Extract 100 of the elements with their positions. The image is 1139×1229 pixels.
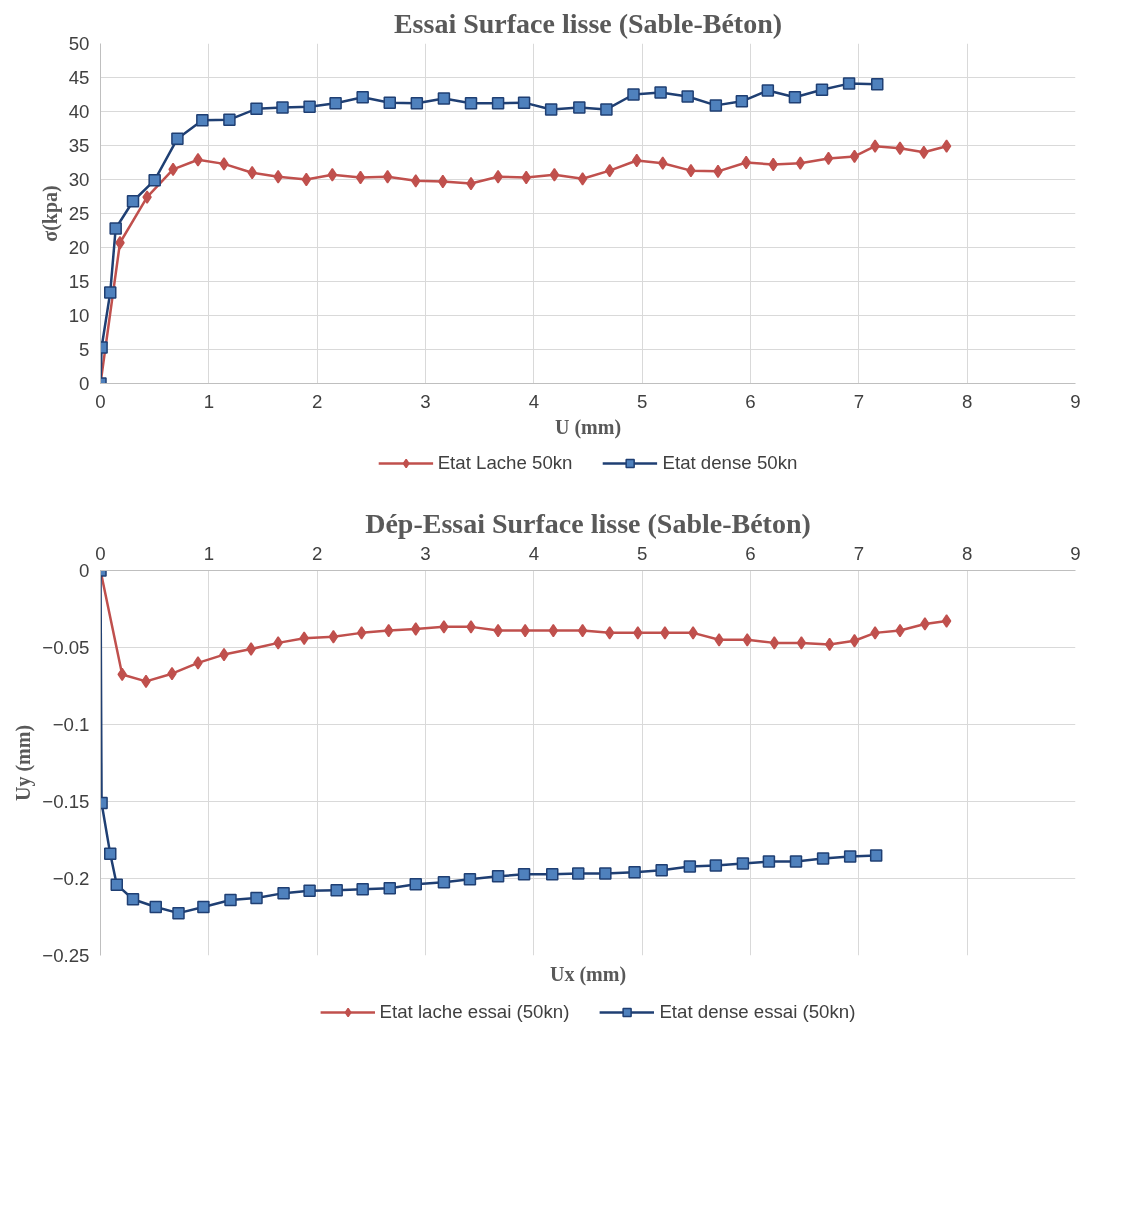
y-tick-label: 35 <box>68 135 90 156</box>
y-tick-label: 45 <box>68 67 90 88</box>
point <box>193 656 203 670</box>
x-tick-label: 9 <box>1070 390 1081 412</box>
point <box>466 620 476 634</box>
point <box>104 847 117 861</box>
point <box>196 114 209 127</box>
x-tick-label: 0 <box>95 542 106 564</box>
x-tick-label: 4 <box>528 390 540 412</box>
point <box>276 101 289 114</box>
point <box>870 626 880 640</box>
point <box>250 891 263 905</box>
point <box>549 167 560 182</box>
x-tick-label: 0 <box>95 390 106 412</box>
point <box>148 173 161 187</box>
point <box>546 868 559 881</box>
point <box>628 866 641 879</box>
legend-label: Etat dense essai (50kn) <box>659 1000 856 1023</box>
point <box>895 141 905 155</box>
y-tick-label: 15 <box>68 271 90 292</box>
point <box>869 849 883 862</box>
point <box>815 83 829 96</box>
point <box>109 222 122 235</box>
point <box>735 95 749 108</box>
legend-label: Etat Lache 50kn <box>437 451 573 474</box>
point <box>788 90 802 104</box>
legend-label: Etat dense 50kn <box>662 451 798 474</box>
point <box>548 623 559 638</box>
point <box>219 157 229 171</box>
point <box>411 622 421 636</box>
x-tick-label: 7 <box>853 390 865 412</box>
y-tick-label: −0.2 <box>52 868 90 889</box>
x-axis-title: U (mm) <box>554 415 622 439</box>
point <box>329 97 342 110</box>
point <box>517 96 531 109</box>
point <box>437 875 451 889</box>
point <box>149 900 162 914</box>
y-tick-label: 10 <box>68 305 90 326</box>
point <box>941 614 952 628</box>
point <box>411 174 421 188</box>
y-tick-label: 0 <box>79 560 90 581</box>
x-axis-title: Ux (mm) <box>549 962 627 986</box>
point <box>356 883 369 896</box>
y-tick-label: 5 <box>79 339 90 360</box>
point <box>604 626 615 640</box>
point <box>383 623 394 638</box>
point <box>273 636 283 650</box>
point <box>439 620 449 634</box>
point <box>197 900 210 914</box>
point <box>193 153 203 167</box>
point <box>655 864 668 877</box>
point <box>330 883 343 897</box>
point <box>303 884 316 898</box>
y-axis-title: σ(kpa) <box>38 185 62 242</box>
y-axis-title: Uy (mm) <box>12 724 36 802</box>
x-tick-label: 5 <box>636 542 648 564</box>
point <box>849 149 860 164</box>
point <box>849 633 860 648</box>
y-tick-label: 50 <box>68 33 90 54</box>
point <box>654 86 667 99</box>
point <box>823 151 834 166</box>
point <box>544 103 558 116</box>
y-tick-label: −0.25 <box>42 945 90 966</box>
x-tick-label: 9 <box>1070 542 1081 564</box>
point <box>941 139 952 153</box>
point <box>250 102 263 116</box>
point <box>303 100 316 113</box>
x-tick-label: 8 <box>961 542 973 564</box>
point <box>769 636 780 650</box>
point <box>223 113 236 126</box>
x-tick-label: 4 <box>528 542 540 564</box>
chart-title: Essai Surface lisse (Sable-Béton) <box>393 7 783 39</box>
x-tick-label: 6 <box>745 542 756 564</box>
point <box>633 626 643 640</box>
point <box>142 190 152 204</box>
point <box>795 156 806 170</box>
point <box>410 97 424 110</box>
point <box>920 617 930 631</box>
point <box>437 92 451 105</box>
point <box>658 156 668 170</box>
point <box>246 642 256 656</box>
x-tick-label: 1 <box>203 542 215 564</box>
x-tick-label: 5 <box>636 390 648 412</box>
point <box>273 170 283 184</box>
x-tick-label: 3 <box>420 390 431 412</box>
x-tick-label: 8 <box>961 390 973 412</box>
point <box>709 859 723 872</box>
point <box>577 623 588 638</box>
point <box>224 893 237 907</box>
x-tick-label: 1 <box>203 390 215 412</box>
point <box>824 637 835 652</box>
point <box>491 97 505 110</box>
point <box>464 97 478 110</box>
point <box>600 103 613 116</box>
point <box>681 90 694 103</box>
point <box>789 855 803 868</box>
point <box>493 170 503 184</box>
point <box>688 626 698 640</box>
x-tick-label: 3 <box>420 542 431 564</box>
point <box>762 855 776 868</box>
